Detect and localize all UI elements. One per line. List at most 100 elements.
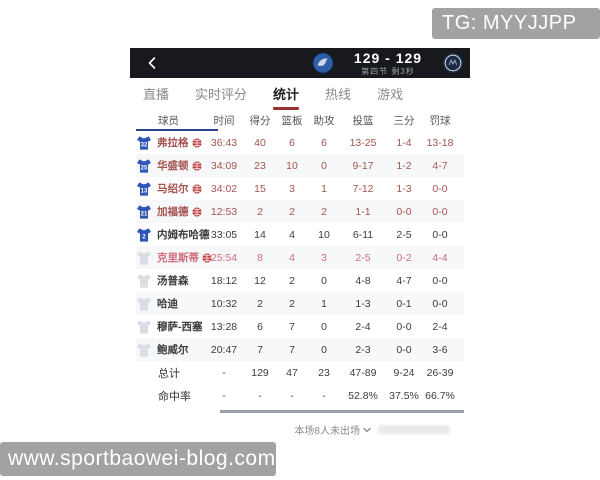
stat-cell: 6 — [321, 136, 327, 149]
stat-cell: 0-0 — [396, 343, 412, 356]
stat-cell: 0 — [321, 343, 327, 356]
chevron-down-icon — [363, 427, 371, 432]
summary-cell: 129 — [251, 366, 269, 379]
stat-cell: 2-5 — [396, 228, 412, 241]
stat-cell: 2-3 — [355, 343, 371, 356]
column-header-5: 投篮 — [352, 114, 374, 127]
stat-cell: 2 — [289, 274, 295, 287]
stat-cell: 1-4 — [396, 136, 412, 149]
stat-cell: 25:54 — [210, 251, 238, 264]
player-row-弗拉格[interactable]: 32 弗拉格 36:43 40 6 6 13-25 1-4 13-18 — [136, 131, 464, 154]
jersey-icon — [136, 273, 152, 289]
score-group: 129 - 129 第四节 剩3秒 — [312, 48, 464, 78]
summary-cell: 9-24 — [393, 366, 415, 379]
percentage-row: 命中率 - - - - 52.8% 37.5% 66.7% — [136, 384, 464, 407]
player-name: 穆萨-西塞 — [157, 321, 203, 333]
player-row-加福德[interactable]: 21 加福德 12:53 2 2 2 1-1 0-0 0-0 — [136, 200, 464, 223]
stat-cell: 18:12 — [210, 274, 238, 287]
stat-cell: 1-1 — [355, 205, 371, 218]
player-row-穆萨-西塞[interactable]: 穆萨-西塞 13:28 6 7 0 2-4 0-0 2-4 — [136, 315, 464, 338]
stat-cell: 3 — [289, 182, 295, 195]
stat-cell: 0-1 — [396, 297, 412, 310]
stat-cell: 0-0 — [432, 297, 448, 310]
stat-cell: 0-0 — [396, 205, 412, 218]
stat-cell: 4 — [289, 228, 295, 241]
stat-cell: 12 — [254, 274, 266, 287]
stat-cell: 6-11 — [352, 228, 374, 241]
percentage-label: 命中率 — [158, 390, 191, 403]
stat-cell: 4 — [289, 251, 295, 264]
totals-label: 总计 — [158, 367, 180, 380]
player-row-马绍尔[interactable]: 13 马绍尔 34:02 15 3 1 7-12 1-3 0-0 — [136, 177, 464, 200]
stat-cell: 4-7 — [432, 159, 448, 172]
svg-text:32: 32 — [141, 142, 148, 148]
tab-直播[interactable]: 直播 — [143, 87, 170, 102]
stat-cell: 0-0 — [396, 320, 412, 333]
stat-cell: 6 — [257, 320, 263, 333]
player-column-underline — [136, 129, 218, 131]
player-cell: 汤普森 — [136, 273, 204, 289]
player-row-华盛顿[interactable]: 25 华盛顿 34:09 23 10 0 9-17 1-2 4-7 — [136, 154, 464, 177]
column-header-6: 三分 — [393, 114, 415, 127]
app-frame: 129 - 129 第四节 剩3秒 直播 实时评分 统计 热线 游戏 球员 时间 得分 篮板助… — [130, 48, 470, 440]
stat-cell: 0 — [321, 274, 327, 287]
player-row-汤普森[interactable]: 汤普森 18:12 12 2 0 4-8 4-7 0-0 — [136, 269, 464, 292]
tab-游戏[interactable]: 游戏 — [377, 87, 404, 102]
on-court-basketball-icon — [191, 160, 202, 171]
column-header-4: 助攻 — [313, 114, 335, 127]
player-cell: 13 马绍尔 — [136, 181, 204, 197]
player-name: 哈迪 — [157, 298, 178, 310]
summary-cell: 37.5% — [389, 389, 419, 402]
stat-cell: 15 — [254, 182, 266, 195]
stat-cell: 3-6 — [432, 343, 448, 356]
game-score: 129 - 129 — [353, 49, 423, 66]
stat-cell: 4-8 — [355, 274, 371, 287]
stat-cell: 34:02 — [210, 182, 238, 195]
on-court-basketball-icon — [191, 137, 202, 148]
stat-cell: 0-0 — [432, 182, 448, 195]
column-header-7: 罚球 — [429, 114, 451, 127]
chevron-left-icon — [148, 57, 156, 69]
tab-实时评分[interactable]: 实时评分 — [195, 87, 248, 102]
stat-cell: 12:53 — [210, 205, 238, 218]
player-row-哈迪[interactable]: 哈迪 10:32 2 2 1 1-3 0-1 0-0 — [136, 292, 464, 315]
stat-cell: 7 — [257, 343, 263, 356]
player-name: 加福德 — [157, 206, 189, 218]
back-button[interactable] — [144, 55, 160, 71]
tab-bar: 直播 实时评分 统计 热线 游戏 — [130, 78, 470, 109]
summary-cell: - — [322, 389, 326, 402]
stat-cell: 20:47 — [210, 343, 238, 356]
stat-cell: 4-7 — [396, 274, 412, 287]
summary-cell: - — [290, 389, 294, 402]
player-row-内姆布哈德[interactable]: 2 内姆布哈德 33:05 14 4 10 6-11 2-5 0-0 — [136, 223, 464, 246]
tab-统计[interactable]: 统计 — [272, 80, 300, 107]
stat-cell: 10 — [286, 159, 298, 172]
tab-热线[interactable]: 热线 — [325, 87, 352, 102]
column-header-1: 时间 — [213, 114, 235, 127]
score-block: 129 - 129 第四节 剩3秒 — [354, 51, 422, 76]
column-header-2: 得分 — [249, 114, 271, 127]
player-row-鲍威尔[interactable]: 鲍威尔 20:47 7 7 0 2-3 0-0 3-6 — [136, 338, 464, 361]
svg-text:21: 21 — [141, 211, 148, 217]
site-watermark-badge: www.sportbaowei-blog.com — [0, 442, 276, 476]
totals-row: 总计 - 129 47 23 47-89 9-24 26-39 — [136, 361, 464, 384]
stat-cell: 40 — [254, 136, 266, 149]
on-court-basketball-icon — [191, 206, 202, 217]
stat-cell: 10:32 — [210, 297, 238, 310]
on-court-basketball-icon — [191, 183, 202, 194]
summary-cell: - — [222, 389, 226, 402]
column-header-0: 球员 — [158, 114, 179, 127]
player-row-克里斯蒂[interactable]: 克里斯蒂 25:54 8 4 3 2-5 0-2 4-4 — [136, 246, 464, 269]
stat-cell: 33:05 — [210, 228, 238, 241]
player-name: 马绍尔 — [157, 183, 189, 195]
stat-cell: 4-4 — [432, 251, 448, 264]
stat-cell: 1 — [321, 297, 327, 310]
summary-cell: 26-39 — [426, 366, 454, 379]
player-cell: 哈迪 — [136, 296, 204, 312]
stat-cell: 7 — [289, 320, 295, 333]
stat-cell: 3 — [321, 251, 327, 264]
player-name: 弗拉格 — [157, 137, 189, 149]
stat-cell: 0-0 — [432, 205, 448, 218]
dnp-note[interactable]: 本场8人未出场 — [136, 422, 464, 437]
away-team-logo — [442, 52, 464, 74]
